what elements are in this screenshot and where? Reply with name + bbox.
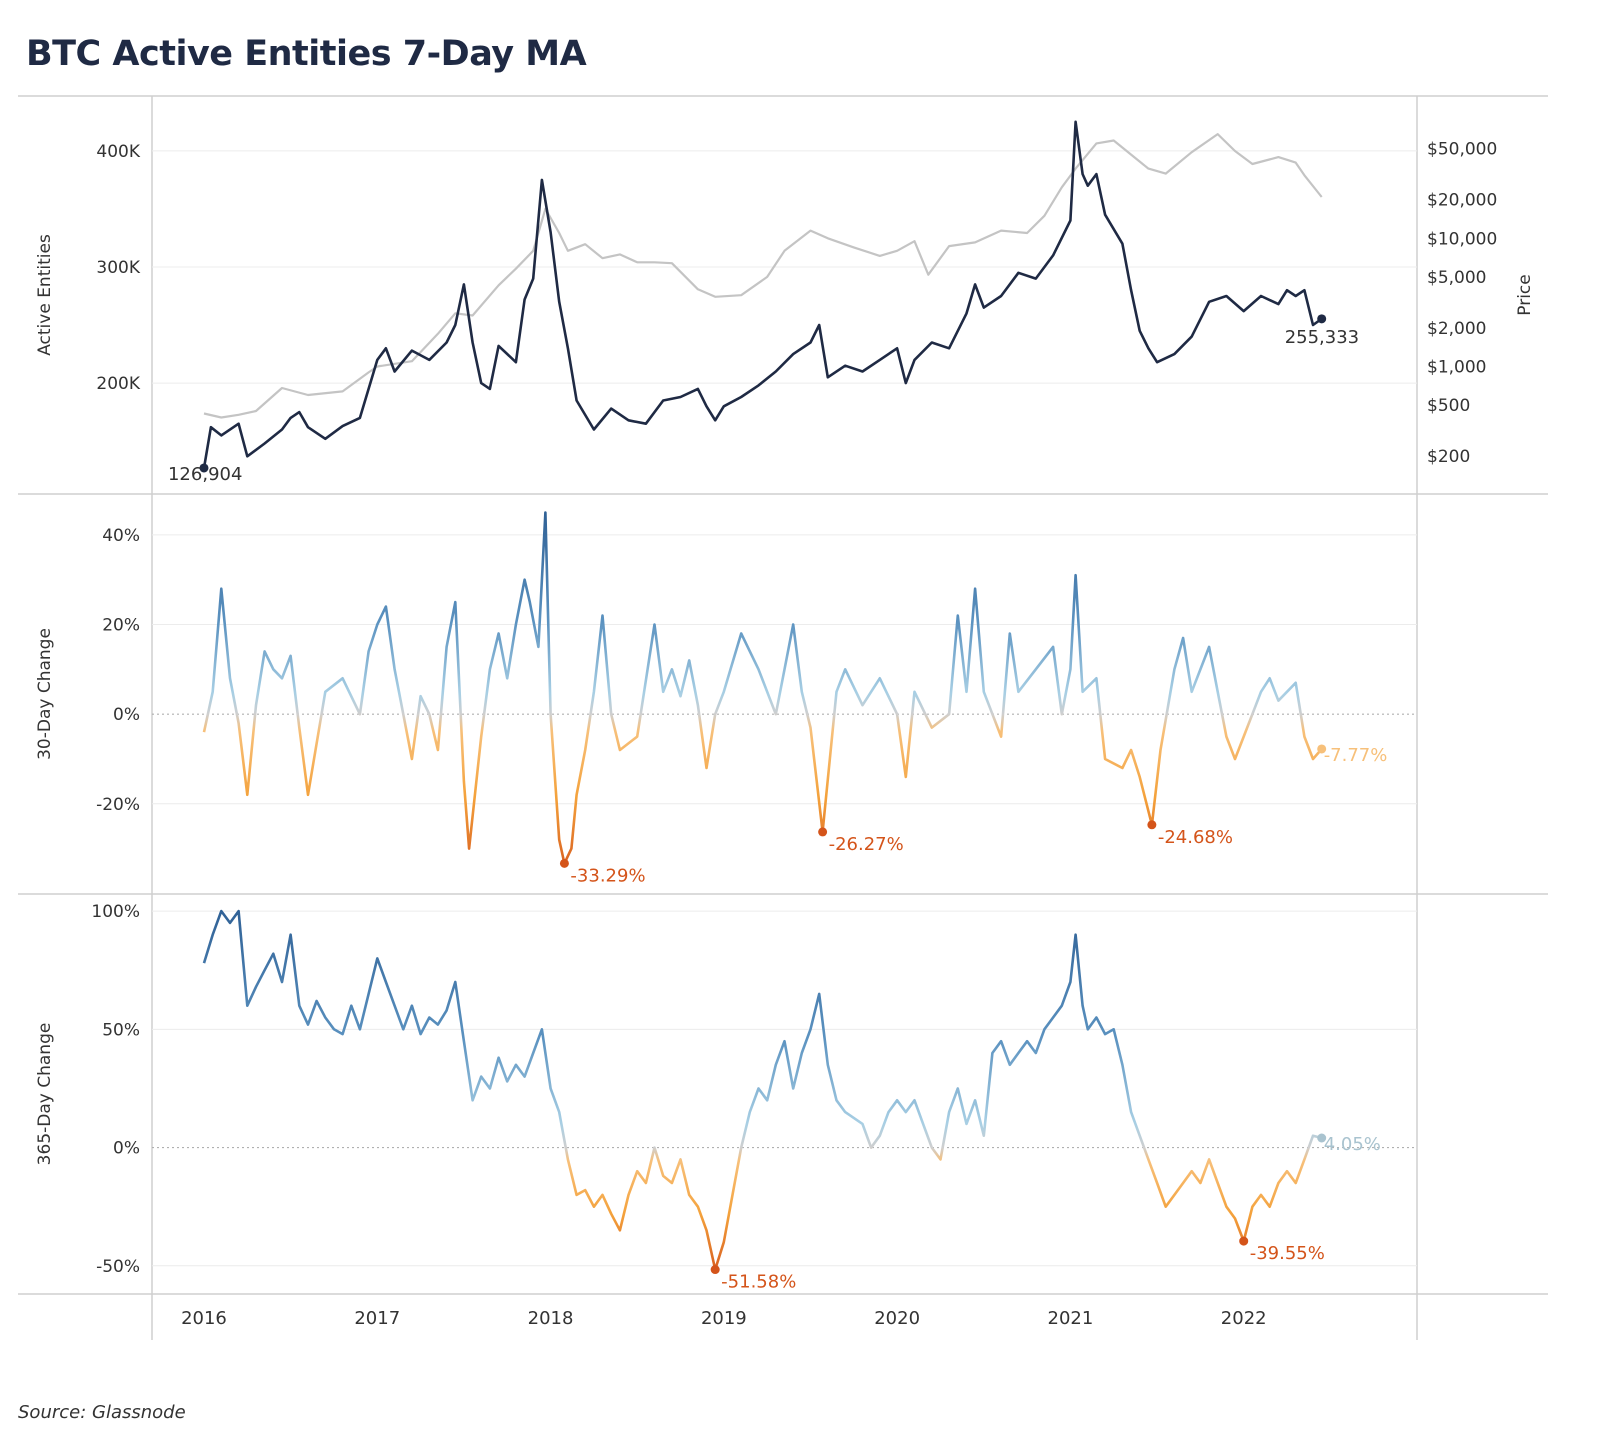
source-note: Source: Glassnode bbox=[18, 1402, 186, 1423]
annotation-label: -33.29% bbox=[570, 865, 645, 886]
y-tick-label: 0% bbox=[113, 1139, 140, 1159]
annotation-label: -7.77% bbox=[1324, 745, 1388, 766]
y-axis-title: 30-Day Change bbox=[35, 628, 55, 760]
x-tick-label: 2020 bbox=[874, 1308, 920, 1329]
y2-tick-label: $50,000 bbox=[1427, 140, 1497, 160]
annotation-label: 4.05% bbox=[1324, 1134, 1381, 1155]
annotation-label: -26.27% bbox=[829, 834, 904, 855]
y2-tick-label: $200 bbox=[1427, 447, 1470, 467]
y-tick-label: 100% bbox=[91, 902, 140, 922]
chart-frame bbox=[18, 95, 1548, 1340]
price-line bbox=[203, 133, 1323, 419]
y2-tick-label: $5,000 bbox=[1427, 268, 1486, 288]
x-tick-label: 2016 bbox=[181, 1308, 227, 1329]
y-tick-label: 40% bbox=[102, 526, 140, 546]
x-tick-label: 2021 bbox=[1048, 1308, 1094, 1329]
annotation-marker bbox=[710, 1265, 720, 1275]
annotation-label: 255,333 bbox=[1285, 327, 1359, 348]
annotation-marker bbox=[1239, 1236, 1249, 1246]
data-labels: 126,904 255,333 -33.29% -26.27% -24.68% -7.77… bbox=[168, 314, 1388, 1293]
y-tick-label: 300K bbox=[96, 258, 140, 278]
y2-tick-label: $2,000 bbox=[1427, 319, 1486, 339]
annotation-marker bbox=[1317, 314, 1327, 324]
y2-tick-label: $500 bbox=[1427, 396, 1470, 416]
annotation-label: -24.68% bbox=[1158, 827, 1233, 848]
y-tick-label: 200K bbox=[96, 374, 140, 394]
y2-tick-label: $1,000 bbox=[1427, 358, 1486, 378]
y2-tick-label: $20,000 bbox=[1427, 191, 1497, 211]
annotation-marker bbox=[1147, 820, 1157, 830]
x-tick-label: 2017 bbox=[354, 1308, 400, 1329]
y-axis-title: 365-Day Change bbox=[35, 1023, 55, 1166]
annotation-marker bbox=[1317, 1133, 1327, 1143]
y2-tick-label: $10,000 bbox=[1427, 229, 1497, 249]
chart-title: BTC Active Entities 7-Day MA bbox=[26, 34, 587, 74]
annotation-label: -51.58% bbox=[721, 1272, 796, 1293]
y-tick-label: 0% bbox=[113, 705, 140, 725]
x-tick-label: 2018 bbox=[528, 1308, 574, 1329]
annotation-label: -39.55% bbox=[1250, 1243, 1325, 1264]
y-tick-label: 50% bbox=[102, 1020, 140, 1040]
y-tick-label: 400K bbox=[96, 142, 140, 162]
axis-ticks: 200K 300K 400K Active Entities $200 $500 $1,00… bbox=[35, 140, 1535, 1329]
series-lines bbox=[202, 120, 1323, 1271]
gridlines bbox=[152, 150, 1417, 1267]
annotation-marker bbox=[199, 463, 209, 473]
30-day-change-line bbox=[202, 511, 1323, 865]
x-tick-label: 2022 bbox=[1221, 1308, 1267, 1329]
annotation-marker bbox=[818, 827, 828, 837]
y-tick-label: -50% bbox=[96, 1257, 140, 1277]
y-axis-title: Active Entities bbox=[35, 234, 55, 356]
x-tick-label: 2019 bbox=[701, 1308, 747, 1329]
annotation-marker bbox=[559, 858, 569, 868]
365-day-change-line bbox=[202, 909, 1323, 1271]
y2-axis-title: Price bbox=[1515, 274, 1535, 315]
y-tick-label: -20% bbox=[96, 795, 140, 815]
y-tick-label: 20% bbox=[102, 616, 140, 636]
annotation-marker bbox=[1317, 744, 1327, 754]
annotation-label: 126,904 bbox=[168, 464, 242, 485]
active-entities-line bbox=[202, 120, 1323, 469]
